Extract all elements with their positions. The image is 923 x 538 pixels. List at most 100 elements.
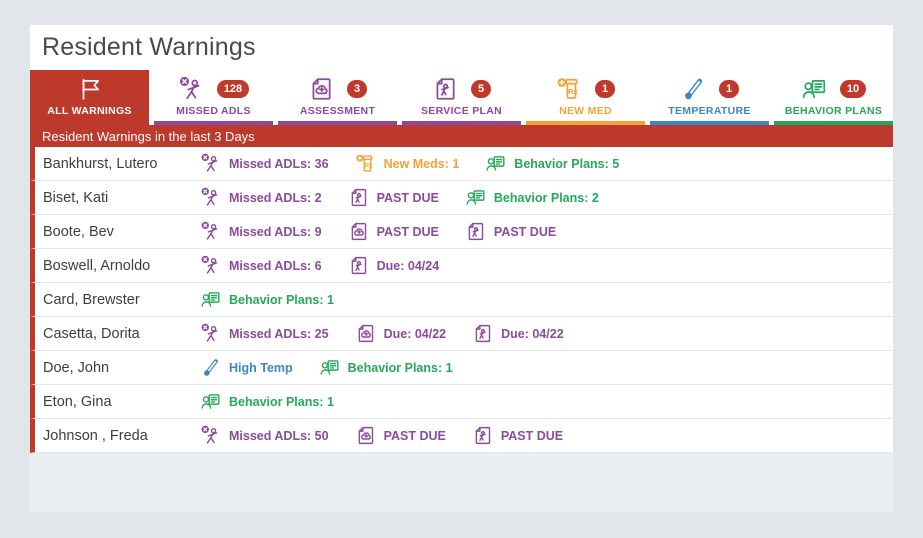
svg-text:Rx: Rx [568, 87, 578, 96]
tab-label: BEHAVIOR PLANS [784, 105, 883, 117]
new-med-icon: Rx [355, 153, 376, 174]
warning-missed-adls: Missed ADLs: 50 [200, 425, 329, 446]
warning-label: New Meds: 1 [383, 156, 460, 171]
warning-behavior-plans: Behavior Plans: 1 [200, 289, 334, 310]
warning-label: Missed ADLs: 25 [229, 326, 329, 341]
warning-label: PAST DUE [376, 224, 439, 239]
warning-behavior-plans: Behavior Plans: 1 [319, 357, 453, 378]
tab-service-plan[interactable]: 5 SERVICE PLAN [402, 70, 521, 125]
resident-row[interactable]: Card, Brewster Behavior Plans: 1 [30, 283, 893, 317]
warning-new-med: Rx New Meds: 1 [355, 153, 460, 174]
warning-list: High Temp Behavior Plans: 1 [200, 357, 453, 378]
warning-temperature: High Temp [200, 357, 293, 378]
tab-assessment[interactable]: 3 ASSESSMENT [278, 70, 397, 125]
tab-icon-area: 128 [178, 76, 250, 102]
card-footer [30, 453, 893, 512]
warning-list: Missed ADLs: 9 PAST DUE PAST DUE [200, 221, 556, 242]
tab-count-badge: 1 [594, 80, 616, 98]
missed-adls-icon [200, 425, 221, 446]
warning-label: Due: 04/22 [501, 326, 564, 341]
warning-assessment: PAST DUE [355, 425, 446, 446]
resident-name: Casetta, Dorita [43, 325, 140, 342]
tab-bar: ALL WARNINGS 128 MISSED ADLS 3 ASSESSMENT 5 SE… [30, 70, 893, 125]
service-plan-icon [465, 221, 486, 242]
warning-list: Missed ADLs: 50 PAST DUE PAST DUE [200, 425, 563, 446]
behavior-plans-icon [200, 289, 221, 310]
temperature-icon [680, 76, 706, 102]
new-med-icon: Rx [556, 76, 582, 102]
tab-count-badge: 5 [470, 80, 492, 98]
behavior-plans-icon [200, 391, 221, 412]
warning-label: Behavior Plans: 1 [229, 394, 334, 409]
service-plan-icon [348, 255, 369, 276]
resident-row[interactable]: Boswell, Arnoldo Missed ADLs: 6 Due: 04/24 [30, 249, 893, 283]
warning-list: Missed ADLs: 2 PAST DUE Behavior Plans: 2 [200, 187, 599, 208]
tab-label: MISSED ADLS [176, 105, 251, 117]
assessment-icon [308, 76, 334, 102]
tab-icon-area: 5 [432, 76, 492, 102]
warning-label: Missed ADLs: 2 [229, 190, 322, 205]
title-bar: Resident Warnings [30, 25, 893, 70]
resident-name: Eton, Gina [43, 393, 112, 410]
warning-label: Behavior Plans: 1 [229, 292, 334, 307]
resident-name: Card, Brewster [43, 291, 140, 308]
warning-label: PAST DUE [376, 190, 439, 205]
behavior-plans-icon [485, 153, 506, 174]
svg-text:Rx: Rx [364, 163, 372, 170]
tab-count-badge: 128 [216, 80, 250, 98]
tab-new-med[interactable]: Rx 1 NEW MED [526, 70, 645, 125]
resident-row[interactable]: Casetta, Dorita Missed ADLs: 25 Due: 04/22… [30, 317, 893, 351]
tab-label: SERVICE PLAN [420, 105, 502, 117]
resident-warnings-card: Resident Warnings ALL WARNINGS 128 MISSED … [30, 25, 893, 512]
tab-count-badge: 3 [346, 80, 368, 98]
page-title: Resident Warnings [42, 33, 256, 61]
warning-list: Missed ADLs: 36 Rx New Meds: 1 Behavior Pla… [200, 153, 619, 174]
warning-assessment: PAST DUE [348, 221, 439, 242]
resident-row[interactable]: Bankhurst, Lutero Missed ADLs: 36 Rx New Me… [30, 147, 893, 181]
resident-row[interactable]: Johnson , Freda Missed ADLs: 50 PAST DUE PA… [30, 419, 893, 453]
resident-row[interactable]: Eton, Gina Behavior Plans: 1 [30, 385, 893, 419]
tab-count-badge: 1 [718, 80, 740, 98]
warning-behavior-plans: Behavior Plans: 5 [485, 153, 619, 174]
tab-label: ALL WARNINGS [47, 105, 132, 117]
warning-label: PAST DUE [500, 428, 564, 443]
tab-icon-area: 1 [680, 76, 740, 102]
tab-icon-area: Rx 1 [556, 76, 616, 102]
tab-count-badge: 10 [839, 80, 867, 98]
warning-label: Due: 04/24 [376, 258, 440, 273]
warning-list: Behavior Plans: 1 [200, 391, 334, 412]
resident-row[interactable]: Doe, John High Temp Behavior Plans: 1 [30, 351, 893, 385]
warning-list: Behavior Plans: 1 [200, 289, 334, 310]
tab-all-warnings[interactable]: ALL WARNINGS [30, 70, 149, 125]
missed-adls-icon [200, 255, 221, 276]
tab-icon-area [77, 76, 103, 102]
service-plan-icon [348, 187, 369, 208]
behavior-plans-icon [319, 357, 340, 378]
warning-label: PAST DUE [383, 428, 446, 443]
service-plan-icon [432, 76, 458, 102]
missed-adls-icon [200, 153, 221, 174]
tab-temperature[interactable]: 1 TEMPERATURE [650, 70, 769, 125]
warning-list: Missed ADLs: 25 Due: 04/22 Due: 04/22 [200, 323, 564, 344]
warning-label: Missed ADLs: 6 [229, 258, 322, 273]
resident-name: Doe, John [43, 359, 110, 376]
resident-row[interactable]: Biset, Kati Missed ADLs: 2 PAST DUE Behavio… [30, 181, 893, 215]
resident-row[interactable]: Boote, Bev Missed ADLs: 9 PAST DUE PAST DUE [30, 215, 893, 249]
warning-missed-adls: Missed ADLs: 25 [200, 323, 329, 344]
assessment-icon [355, 425, 376, 446]
tab-icon-area: 10 [801, 76, 867, 102]
behavior-plans-icon [465, 187, 486, 208]
tab-label: NEW MED [559, 105, 612, 117]
warning-list: Missed ADLs: 6 Due: 04/24 [200, 255, 439, 276]
warning-behavior-plans: Behavior Plans: 1 [200, 391, 334, 412]
section-header: Resident Warnings in the last 3 Days [30, 125, 893, 147]
tab-behavior-plans[interactable]: 10 BEHAVIOR PLANS [774, 70, 893, 125]
resident-name: Boote, Bev [43, 223, 114, 240]
missed-adls-icon [178, 76, 204, 102]
warning-assessment: Due: 04/22 [355, 323, 446, 344]
service-plan-icon [472, 425, 493, 446]
missed-adls-icon [200, 221, 221, 242]
warning-label: Missed ADLs: 50 [229, 428, 329, 443]
tab-missed-adls[interactable]: 128 MISSED ADLS [154, 70, 273, 125]
